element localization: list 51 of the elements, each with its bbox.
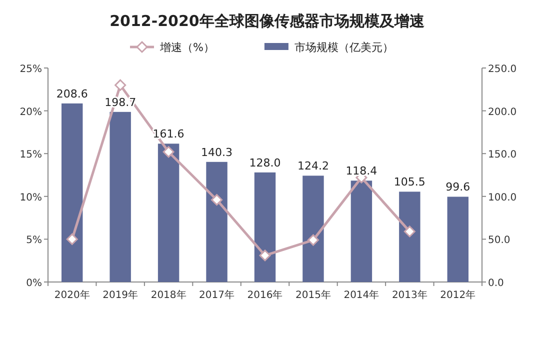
y2-tick-label: 200.0 xyxy=(488,106,517,118)
labels: 99.6 xyxy=(446,180,470,194)
labels: 198.7 xyxy=(104,96,136,109)
bar xyxy=(254,172,276,282)
point xyxy=(162,146,174,158)
labels: 161.6 xyxy=(152,128,184,141)
x-tick-label: 2019年 xyxy=(102,289,138,301)
legend-市场规模（亿美元）: 市场规模（亿美元） xyxy=(264,41,394,54)
y2-tick-label: 0.0 xyxy=(488,278,504,289)
y-tick-label: 25% xyxy=(20,64,42,75)
legend-label: 市场规模（亿美元） xyxy=(294,41,394,54)
y-tick-label: 5% xyxy=(26,235,42,246)
y-tick-label: 0% xyxy=(26,278,42,289)
bar xyxy=(62,103,83,282)
point xyxy=(307,234,319,246)
point xyxy=(66,233,78,245)
x-tick-label: 2017年 xyxy=(199,289,235,301)
x-tick-label: 2013年 xyxy=(392,289,428,301)
x-tick-label: 2016年 xyxy=(247,289,283,301)
y2-tick-label: 50.0 xyxy=(488,235,510,246)
point xyxy=(211,194,223,206)
bar xyxy=(110,112,131,282)
point xyxy=(114,79,126,91)
bar xyxy=(350,180,372,282)
bar xyxy=(302,176,324,282)
labels: 140.3 xyxy=(201,146,233,159)
x-tick-label: 2014年 xyxy=(344,289,380,301)
y-tick-label: 15% xyxy=(20,150,42,161)
legend-label: 增速（%） xyxy=(159,41,214,54)
x-tick-label: 2018年 xyxy=(150,289,186,301)
y2-tick-label: 100.0 xyxy=(488,192,517,204)
bar xyxy=(399,192,420,282)
y2-tick-label: 150.0 xyxy=(488,150,517,161)
legend-增速（%）: 增速（%） xyxy=(130,40,214,54)
x-tick-label: 2015年 xyxy=(295,289,331,301)
labels: 208.6 xyxy=(56,87,88,100)
point xyxy=(259,250,271,262)
x-tick-label: 2020年 xyxy=(54,289,90,301)
labels: 105.5 xyxy=(394,176,426,189)
bar xyxy=(206,162,228,282)
chart-title: 2012-2020年全球图像传感器市场规模及增速 xyxy=(110,12,426,30)
y-tick-label: 20% xyxy=(20,106,42,118)
y-tick-label: 10% xyxy=(20,192,42,204)
bar xyxy=(158,144,180,282)
bar xyxy=(447,196,468,282)
labels: 118.4 xyxy=(346,164,378,178)
x-tick-label: 2012年 xyxy=(440,289,476,301)
labels: 124.2 xyxy=(297,160,329,173)
y2-tick-label: 250.0 xyxy=(488,64,517,75)
point xyxy=(404,226,416,238)
labels: 128.0 xyxy=(249,156,281,170)
